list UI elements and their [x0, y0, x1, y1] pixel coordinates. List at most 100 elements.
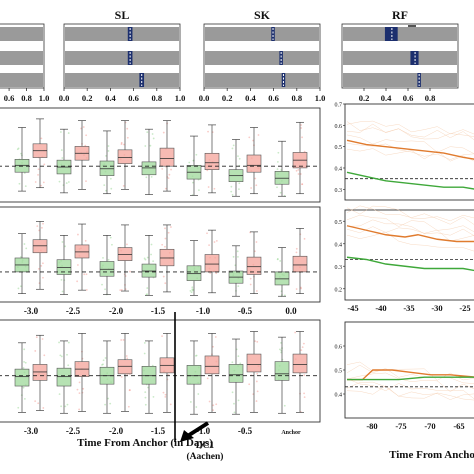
jitter-point — [257, 134, 260, 136]
series-line — [347, 369, 474, 381]
jitter-point — [277, 151, 280, 154]
jitter-point — [230, 190, 233, 193]
jitter-point — [152, 137, 155, 140]
top-tick-label: 0.8 — [21, 93, 32, 103]
background-trace — [346, 385, 474, 401]
panel-title-rf: RF — [392, 8, 408, 22]
jitter-point — [164, 237, 167, 240]
jitter-point — [109, 177, 112, 180]
jitter-point — [276, 161, 279, 163]
box — [274, 361, 290, 381]
jitter-point — [78, 381, 81, 384]
box — [141, 365, 157, 385]
x-tick-label: -0.5 — [238, 306, 253, 316]
jitter-point — [254, 340, 256, 343]
jitter-point — [231, 147, 234, 150]
box — [186, 265, 202, 281]
background-trace — [346, 123, 474, 140]
top-row-box — [279, 51, 283, 65]
background-trace — [346, 148, 474, 162]
top-row-bar — [343, 73, 457, 87]
top-tick-label: 0.6 — [403, 93, 414, 103]
box — [228, 364, 244, 383]
jitter-point — [215, 239, 218, 242]
jitter-point — [61, 157, 64, 159]
y-tick-label: 0.5 — [335, 369, 343, 375]
y-tick-label: 0.3 — [335, 265, 343, 271]
jitter-point — [207, 186, 210, 188]
y-tick-label: 0.4 — [335, 242, 343, 248]
jitter-point — [164, 282, 167, 285]
top-tick-label: 1.0 — [39, 93, 50, 103]
jitter-point — [42, 407, 45, 409]
jitter-point — [65, 182, 68, 184]
jitter-point — [151, 133, 154, 135]
jitter-point — [105, 189, 108, 192]
jitter-point — [78, 392, 81, 395]
jitter-point — [295, 251, 298, 254]
jitter-point — [252, 139, 255, 142]
jitter-point — [206, 377, 209, 380]
jitter-point — [24, 361, 27, 364]
box — [32, 364, 48, 381]
jitter-point — [42, 262, 44, 265]
jitter-point — [164, 393, 167, 396]
jitter-point — [279, 348, 281, 351]
jitter-point — [101, 283, 103, 286]
box — [159, 248, 175, 267]
y-tick-label: 0.5 — [335, 145, 343, 151]
jitter-point — [36, 225, 39, 228]
jitter-point — [295, 247, 298, 250]
jitter-point — [198, 189, 200, 192]
jitter-point — [303, 396, 306, 399]
box — [204, 355, 220, 375]
box — [117, 247, 133, 261]
jitter-point — [144, 396, 147, 399]
top-row-bar — [0, 27, 43, 41]
jitter-point — [35, 336, 38, 339]
jitter-point — [145, 293, 148, 296]
jitter-point — [144, 258, 147, 261]
jitter-point — [58, 341, 60, 344]
y-tick-label: 0.3 — [335, 188, 343, 194]
jitter-point — [24, 185, 27, 188]
jitter-point — [164, 245, 166, 248]
x-tick-label: -1.5 — [151, 306, 166, 316]
jitter-point — [43, 354, 46, 357]
jitter-point — [250, 187, 253, 189]
jitter-point — [280, 341, 282, 344]
jitter-point — [237, 285, 240, 287]
jitter-point — [66, 353, 68, 356]
box — [32, 239, 48, 254]
line-panel-frame — [344, 103, 474, 201]
jitter-point — [61, 290, 64, 293]
jitter-point — [237, 255, 239, 258]
jitter-point — [295, 288, 298, 290]
jitter-point — [37, 402, 40, 405]
x-tick-label: -3.0 — [24, 306, 39, 316]
jitter-point — [85, 180, 87, 183]
jitter-point — [150, 243, 153, 246]
box — [74, 244, 90, 259]
jitter-point — [120, 288, 123, 291]
jitter-point — [164, 395, 167, 398]
box — [14, 368, 30, 387]
box — [186, 365, 202, 385]
jitter-point — [212, 345, 214, 348]
series-line — [346, 256, 474, 272]
top-tick-label: 0.4 — [245, 93, 256, 103]
jitter-point — [162, 391, 165, 394]
jitter-point — [34, 350, 37, 352]
top-row-bar — [205, 73, 319, 87]
box — [117, 149, 133, 164]
x-tick-label: 0.0 — [285, 306, 297, 316]
top-tick-label: 0.8 — [425, 93, 436, 103]
top-tick-label: 0.6 — [128, 93, 139, 103]
x-tick-label: -1.0 — [196, 306, 211, 316]
jitter-point — [170, 168, 172, 171]
jitter-point — [143, 342, 146, 344]
jitter-point — [230, 185, 233, 188]
box — [159, 147, 175, 167]
x-tick-label: -30 — [431, 303, 442, 313]
jitter-point — [83, 273, 86, 276]
